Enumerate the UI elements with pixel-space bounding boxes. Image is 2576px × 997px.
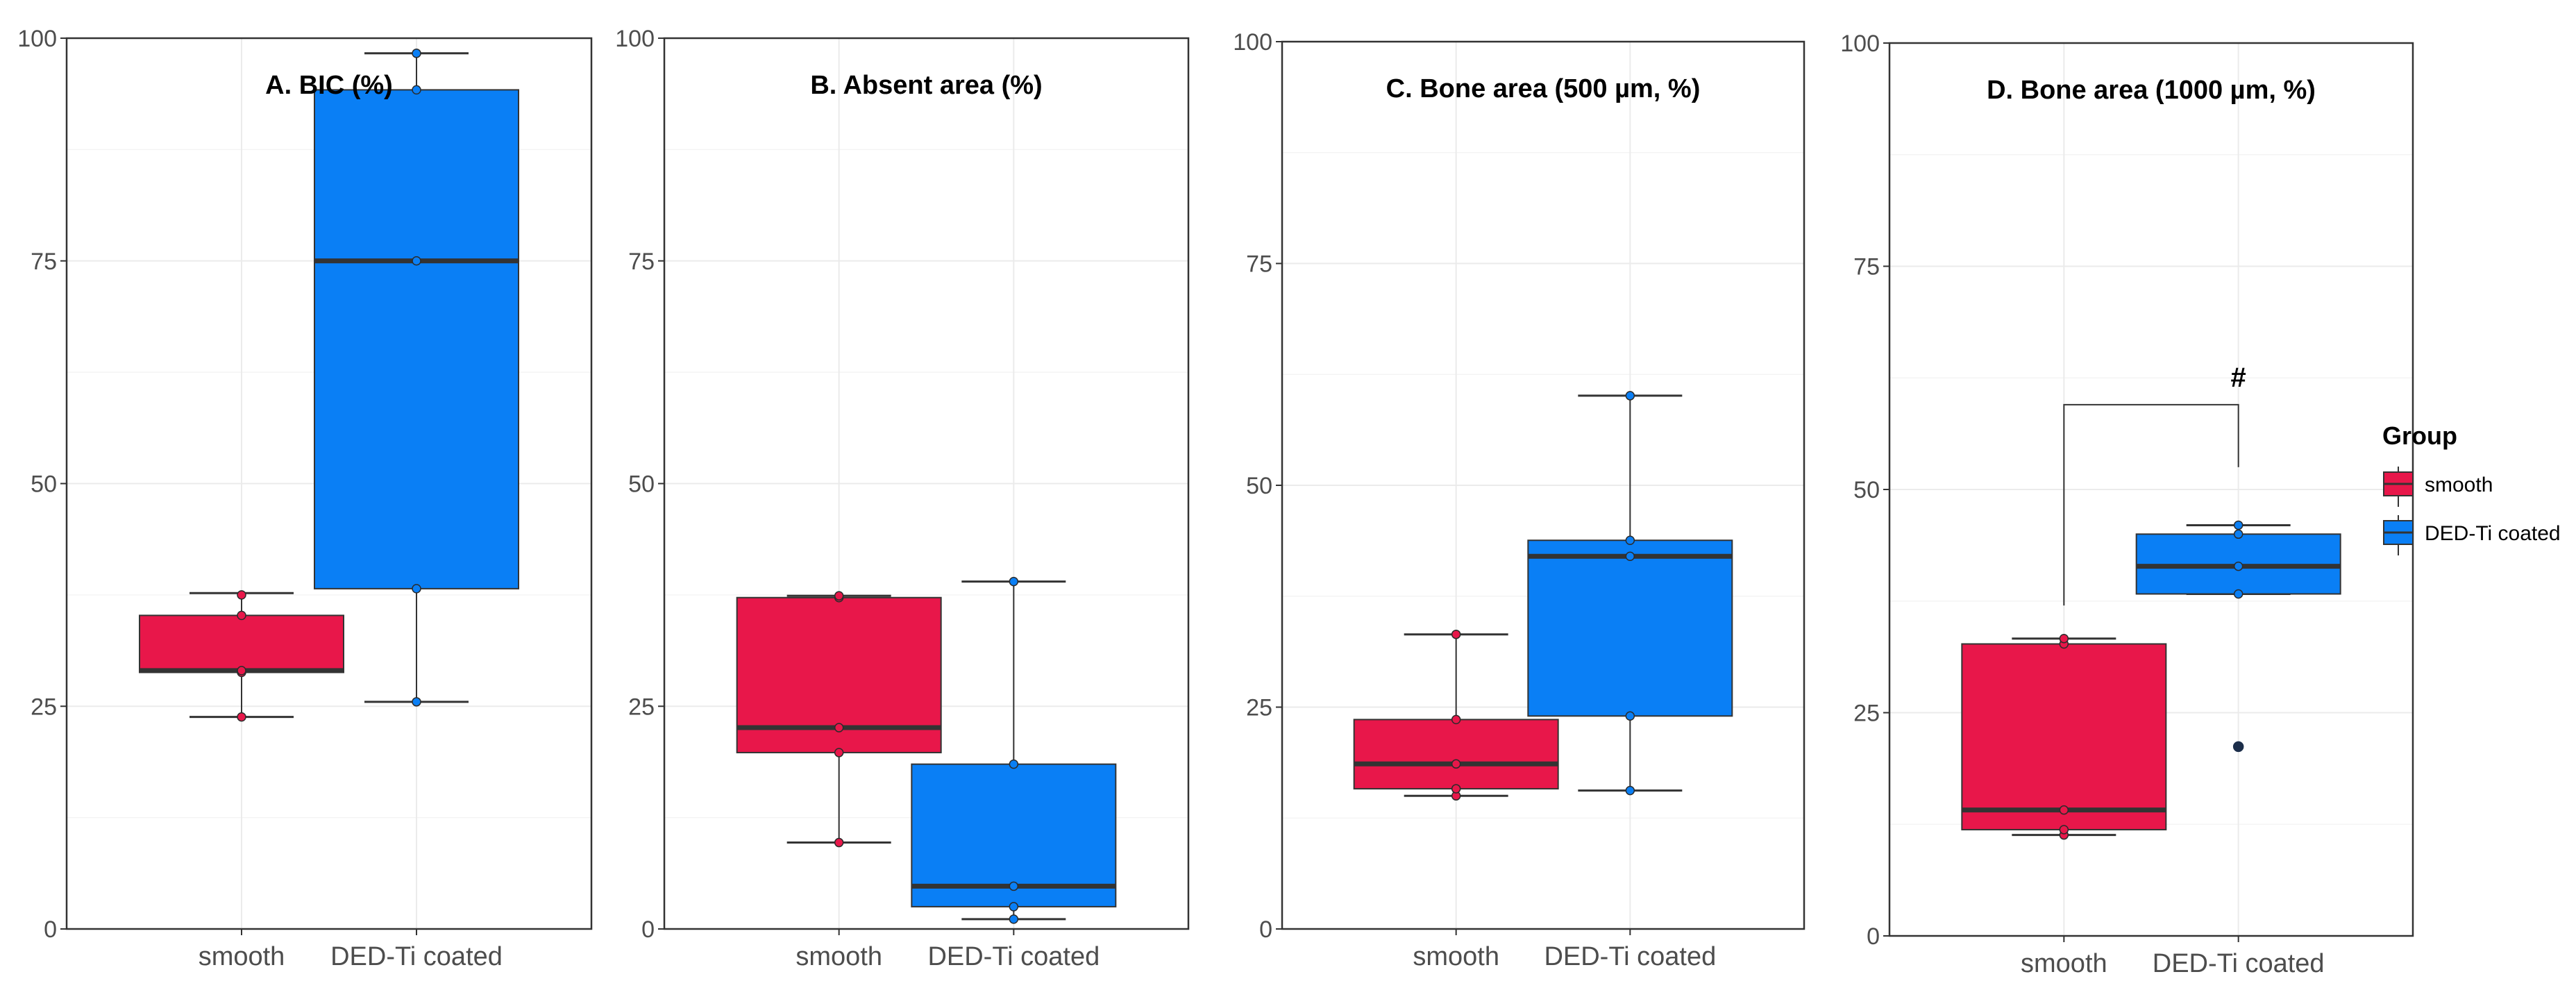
data-point <box>834 723 844 732</box>
x-tick-label: smooth <box>2021 949 2107 978</box>
y-tick-label: 0 <box>641 916 655 943</box>
panel-title: A. BIC (%) <box>265 71 393 100</box>
legend: Group smooth DED-Ti coated <box>2382 421 2561 555</box>
box-smooth <box>1353 629 1559 801</box>
data-point <box>237 666 246 676</box>
y-tick-label: 0 <box>44 916 57 943</box>
data-point <box>2233 520 2244 530</box>
y-tick-label: 50 <box>1853 477 1880 503</box>
y-tick-label: 0 <box>1259 916 1272 943</box>
data-point <box>1625 785 1635 796</box>
data-point <box>2059 805 2069 815</box>
legend-key <box>2383 467 2414 507</box>
y-tick-label: 100 <box>1840 31 1880 57</box>
x-tick-label: DED-Ti coated <box>1544 942 1716 971</box>
data-point <box>1009 576 1019 587</box>
panel-title: B. Absent area (%) <box>810 71 1042 100</box>
y-tick-label: 100 <box>615 26 655 52</box>
data-point <box>412 49 421 58</box>
y-tick-label: 50 <box>31 471 57 498</box>
panel-c: 0 25 50 75 100 smooth DED-Ti coated C. Bone are… <box>1233 29 1805 971</box>
x-tick-label: smooth <box>199 942 285 971</box>
x-tick-label: DED-Ti coated <box>330 942 503 971</box>
data-point <box>1451 784 1461 794</box>
data-point <box>1625 535 1635 545</box>
box-ded-ti-coated <box>2135 520 2341 753</box>
panel-b: 0 25 50 75 100 smooth DED-Ti coated B. Absent a… <box>615 26 1190 971</box>
data-point <box>1009 902 1019 912</box>
y-tick-label: 50 <box>1246 473 1272 499</box>
x-tick-label: smooth <box>1413 942 1499 971</box>
y-tick-label: 0 <box>1867 923 1880 950</box>
x-tick-label: DED-Ti coated <box>2153 949 2325 978</box>
x-tick-label: smooth <box>795 942 882 971</box>
box-ded-ti-coated <box>1527 391 1733 796</box>
y-tick-label: 75 <box>31 249 57 275</box>
box-iqr <box>1527 539 1733 717</box>
data-point <box>1451 714 1461 725</box>
box-iqr <box>314 89 519 589</box>
data-point <box>412 256 421 266</box>
data-point <box>2059 825 2069 835</box>
data-point <box>1009 914 1019 924</box>
panel-a: 0 25 50 75 100 smooth DED-Ti coated A. BIC (%) <box>17 26 593 971</box>
data-point <box>1009 881 1019 891</box>
legend-key <box>2383 515 2414 555</box>
data-point <box>834 837 844 848</box>
data-point <box>412 85 421 95</box>
data-point <box>834 591 844 601</box>
y-tick-label: 100 <box>1233 29 1272 56</box>
legend-label: DED-Ti coated <box>2425 522 2561 545</box>
data-point <box>1625 391 1635 401</box>
box-iqr <box>139 614 344 673</box>
y-tick-label: 50 <box>628 471 655 498</box>
data-point <box>412 697 421 707</box>
data-point <box>1451 629 1461 639</box>
box-smooth <box>1961 634 2167 840</box>
data-point <box>1451 759 1461 769</box>
y-tick-label: 100 <box>17 26 57 52</box>
legend-title: Group <box>2382 421 2457 450</box>
y-tick-label: 25 <box>1853 701 1880 727</box>
box-iqr <box>1353 719 1559 790</box>
data-point <box>1625 551 1635 561</box>
y-tick-label: 25 <box>31 694 57 720</box>
significance-bracket <box>2063 403 2239 606</box>
y-tick-label: 25 <box>1246 695 1272 721</box>
outlier-point <box>2232 741 2244 753</box>
data-point <box>237 712 246 722</box>
data-point <box>2059 634 2069 644</box>
x-tick-label: DED-Ti coated <box>927 942 1100 971</box>
y-tick-label: 75 <box>628 249 655 275</box>
panel-title: D. Bone area (1000 µm, %) <box>1987 76 2316 105</box>
box-iqr <box>1961 643 2167 830</box>
box-smooth <box>736 591 942 848</box>
panel-title: C. Bone area (500 µm, %) <box>1386 74 1701 103</box>
y-tick-label: 25 <box>628 694 655 720</box>
data-point <box>1625 711 1635 721</box>
data-point <box>237 610 246 621</box>
data-point <box>412 584 421 594</box>
box-smooth <box>139 590 344 722</box>
box-ded-ti-coated <box>911 576 1117 924</box>
data-point <box>2233 561 2244 571</box>
data-point <box>237 590 246 600</box>
data-point <box>2233 529 2244 539</box>
y-tick-label: 75 <box>1246 251 1272 278</box>
data-point <box>2233 589 2244 599</box>
significance-marker: # <box>2231 362 2246 393</box>
legend-label: smooth <box>2425 474 2493 496</box>
data-point <box>834 748 844 757</box>
panel-d: #0 25 50 75 100 smooth DED-Ti coated D. Bone ar… <box>1840 31 2414 978</box>
y-tick-label: 75 <box>1853 254 1880 280</box>
data-point <box>1009 759 1019 769</box>
box-ded-ti-coated <box>314 49 519 707</box>
